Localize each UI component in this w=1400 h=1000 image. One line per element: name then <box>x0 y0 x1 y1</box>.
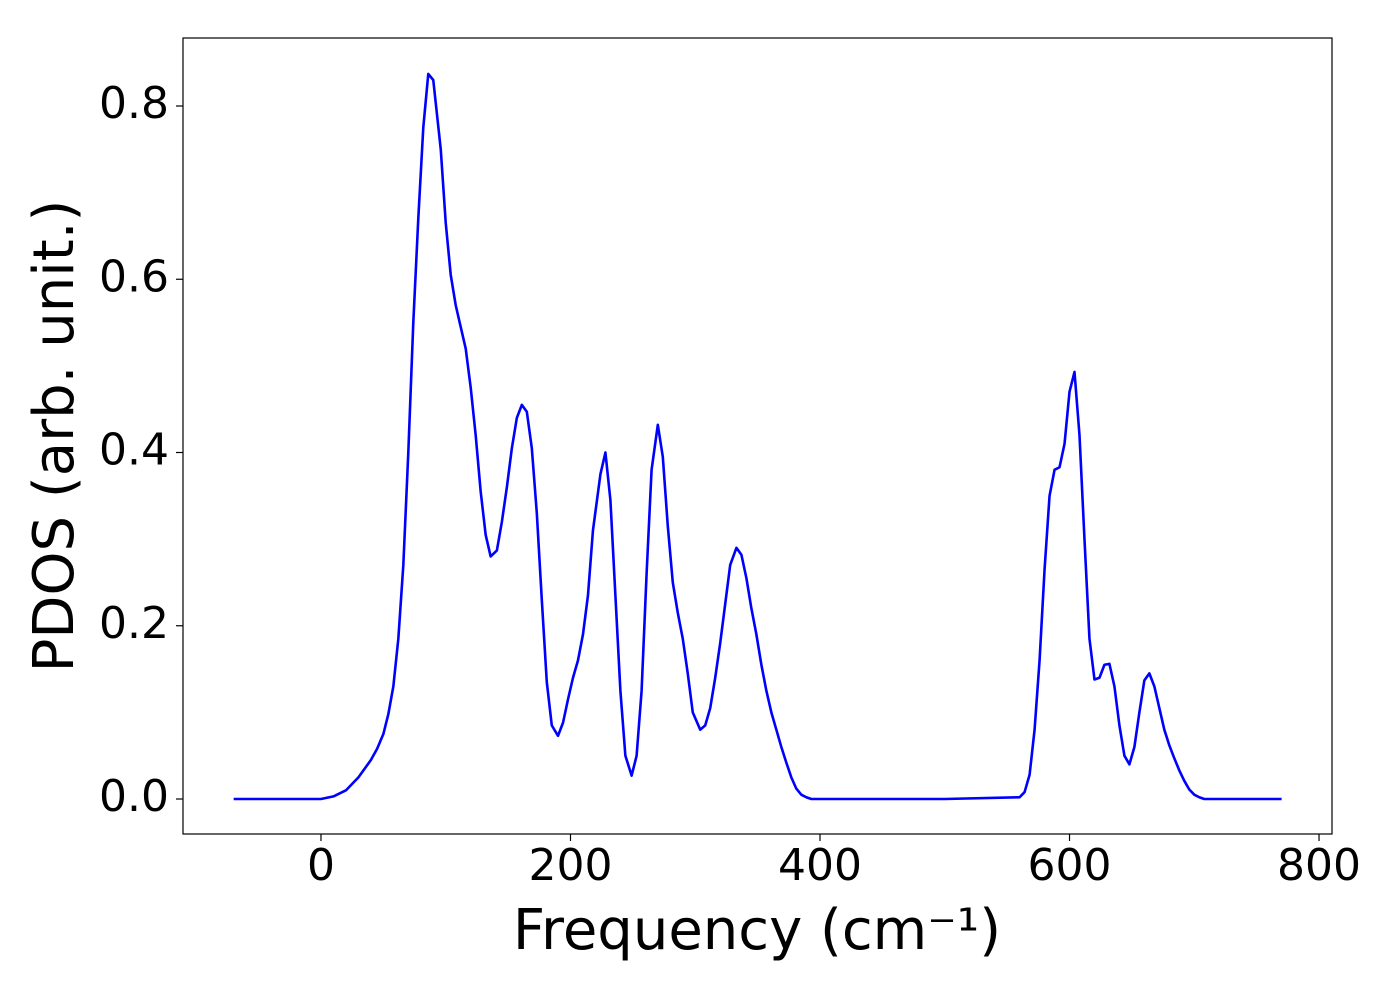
y-axis-label: PDOS (arb. unit.) <box>22 200 87 673</box>
x-tick-label: 600 <box>1028 840 1112 891</box>
plot-frame <box>182 37 1333 835</box>
y-tick-label: 0.4 <box>99 425 169 476</box>
x-tick-label: 400 <box>778 840 862 891</box>
x-tick-label: 800 <box>1277 840 1361 891</box>
y-tick-label: 0.6 <box>99 251 169 302</box>
x-axis-label: Frequency (cm⁻¹) <box>513 898 1001 963</box>
data-line <box>233 72 1282 801</box>
y-tick-label: 0.0 <box>99 771 169 822</box>
x-tick-label: 0 <box>307 840 335 891</box>
x-tick-label: 200 <box>528 840 612 891</box>
y-tick-label: 0.2 <box>99 598 169 649</box>
y-tick-label: 0.8 <box>99 78 169 129</box>
